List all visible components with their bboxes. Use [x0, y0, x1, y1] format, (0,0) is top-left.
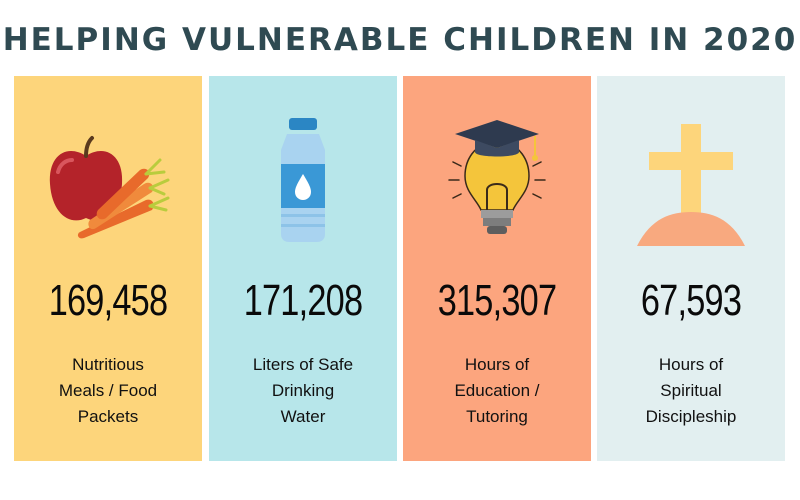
stat-label-line: Packets	[77, 407, 139, 426]
stat-label-line: Hours of	[658, 355, 724, 374]
stat-panel-meals: 169,458 Nutritious Meals / Food Packets	[14, 76, 202, 461]
stat-label: Hours of Spiritual Discipleship	[607, 352, 775, 430]
stat-label-line: Water	[280, 407, 326, 426]
stat-label-line: Liters of Safe	[252, 355, 354, 374]
stat-value: 315,307	[437, 276, 557, 325]
page-title: HELPING VULNERABLE CHILDREN IN 2020	[2, 22, 798, 58]
stat-label-line: Drinking	[271, 381, 335, 400]
stat-panel-discipleship: 67,593 Hours of Spiritual Discipleship	[597, 76, 785, 461]
stat-label-line: Nutritious	[72, 355, 144, 374]
stat-label-line: Spiritual	[660, 381, 722, 400]
cross-on-hill-icon	[611, 114, 771, 254]
stats-panels: 169,458 Nutritious Meals / Food Packets …	[14, 76, 786, 461]
stat-label: Nutritious Meals / Food Packets	[24, 352, 192, 430]
stat-value: 171,208	[243, 276, 363, 325]
apple-carrots-icon	[28, 114, 188, 254]
stat-label-line: Discipleship	[645, 407, 737, 426]
stat-label-line: Meals / Food	[58, 381, 158, 400]
water-bottle-icon	[223, 114, 383, 254]
stat-value: 67,593	[640, 276, 742, 325]
stat-label: Hours of Education / Tutoring	[413, 352, 581, 430]
stat-panel-water: 171,208 Liters of Safe Drinking Water	[209, 76, 397, 461]
stat-panel-education: 315,307 Hours of Education / Tutoring	[403, 76, 591, 461]
stat-value: 169,458	[48, 276, 168, 325]
graduation-lightbulb-icon	[417, 114, 577, 254]
stat-label-line: Hours of	[464, 355, 530, 374]
stat-label-line: Tutoring	[466, 407, 528, 426]
stat-label: Liters of Safe Drinking Water	[219, 352, 387, 430]
stat-label-line: Education /	[454, 381, 540, 400]
